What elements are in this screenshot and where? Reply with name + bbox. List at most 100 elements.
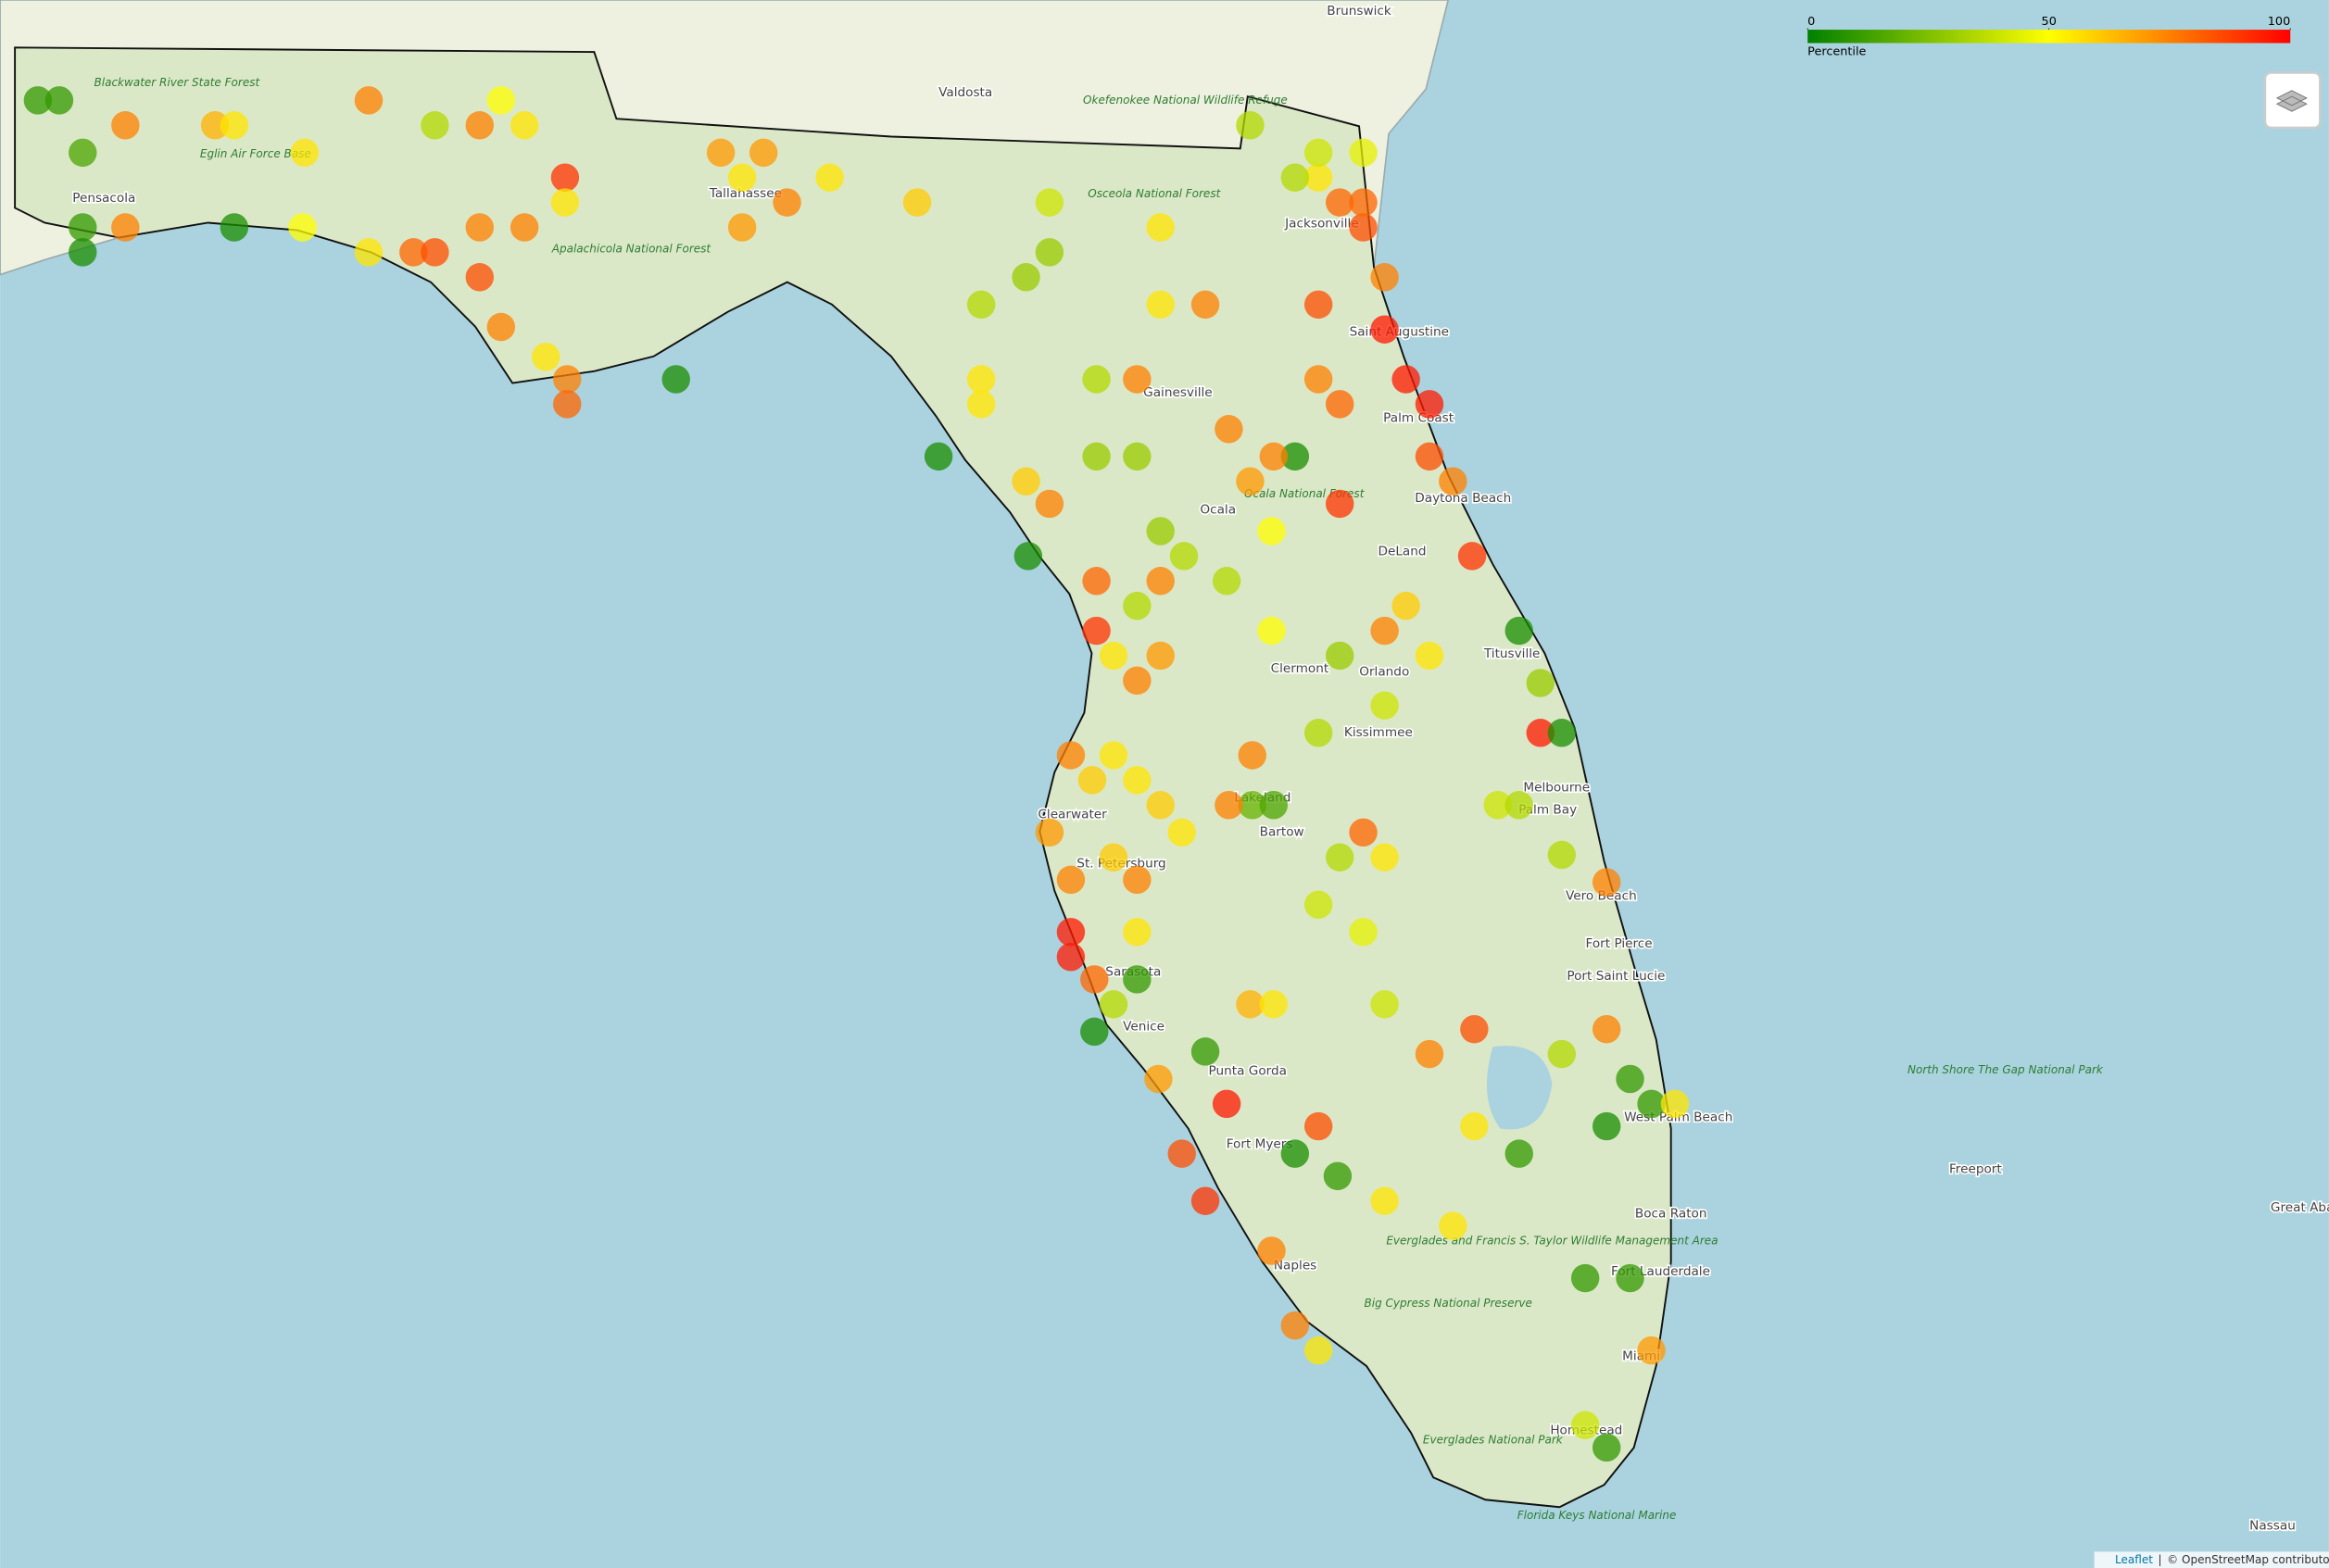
station [1123, 365, 1152, 394]
station [1391, 591, 1420, 621]
station [1144, 1064, 1173, 1094]
station [531, 343, 560, 371]
station [1370, 315, 1399, 344]
attribution: Leaflet | © OpenStreetMap contributors [2094, 1551, 2329, 1568]
park: Apalachicola National Forest [551, 243, 712, 256]
station [486, 312, 516, 342]
station [1592, 868, 1621, 897]
station [1146, 791, 1175, 820]
layers-icon [2275, 90, 2308, 112]
place: DeLand [1378, 545, 1426, 559]
place: Great Abaco [2271, 1200, 2329, 1215]
place: Boca Raton [1635, 1207, 1707, 1222]
station [1415, 641, 1444, 671]
station [1123, 965, 1152, 994]
station [1280, 1139, 1310, 1168]
station [220, 213, 249, 242]
station [1483, 791, 1512, 820]
legend: Percentile 0 50 100 [1807, 15, 2291, 58]
station [553, 365, 582, 394]
station [1323, 1161, 1353, 1191]
park: Everglades and Francis S. Taylor Wildlif… [1386, 1234, 1718, 1247]
place: Kissimmee [1344, 725, 1413, 740]
station [553, 390, 582, 419]
station [1123, 766, 1152, 795]
place: Daytona Beach [1415, 491, 1511, 506]
station [1099, 843, 1128, 872]
place: Pensacola [72, 191, 135, 206]
station [23, 86, 53, 115]
station [1035, 188, 1064, 217]
attribution-osm[interactable]: © OpenStreetMap contributors [2167, 1553, 2329, 1566]
station [1280, 442, 1310, 471]
station [1370, 691, 1399, 720]
station [1547, 840, 1577, 870]
place: Naples [1274, 1259, 1316, 1273]
station [1504, 616, 1533, 646]
station [1349, 918, 1378, 947]
station [1056, 918, 1086, 947]
station [1035, 489, 1064, 519]
station [1616, 1263, 1644, 1293]
station [1325, 641, 1354, 671]
place: Jacksonville [1284, 216, 1359, 231]
station [421, 111, 449, 140]
station [1012, 467, 1040, 495]
place: Fort Myers [1227, 1136, 1293, 1151]
legend-tick-label: 100 [2268, 15, 2290, 29]
attribution-bg [2094, 1551, 2329, 1568]
station [1167, 818, 1196, 847]
station [1660, 1089, 1690, 1119]
place: Clermont [1271, 661, 1329, 676]
station [924, 442, 953, 471]
station [1077, 766, 1107, 795]
place: Fort Pierce [1586, 936, 1653, 951]
station [1526, 719, 1555, 747]
station [1303, 719, 1333, 747]
lake-okeechobee [1486, 1046, 1553, 1130]
station [1146, 290, 1175, 320]
attribution-link[interactable]: Leaflet [2115, 1553, 2153, 1566]
place: Punta Gorda [1209, 1064, 1287, 1079]
station [1457, 542, 1487, 571]
station [1370, 843, 1399, 872]
station [1415, 1039, 1444, 1069]
park: Florida Keys National Marine [1517, 1509, 1677, 1522]
station [1547, 1039, 1577, 1069]
station [1370, 263, 1399, 292]
station [1146, 517, 1175, 546]
station [1190, 1037, 1220, 1066]
station [1370, 1186, 1399, 1215]
station [1190, 290, 1220, 320]
station [1123, 918, 1152, 947]
place: Saint Augustine [1350, 324, 1449, 339]
place: Gainesville [1143, 385, 1213, 400]
station [1123, 865, 1152, 895]
station [69, 238, 97, 267]
station [1592, 1014, 1621, 1044]
layers-control[interactable] [2263, 71, 2322, 130]
place: Melbourne [1523, 781, 1590, 796]
place: Vero Beach [1566, 889, 1637, 904]
station [550, 188, 580, 217]
station [1391, 365, 1420, 394]
station [69, 213, 97, 242]
station [661, 365, 690, 394]
station [69, 138, 97, 168]
station [399, 238, 428, 267]
station [1325, 843, 1354, 872]
place: Freeport [1949, 1162, 2002, 1177]
station [966, 390, 996, 419]
station [1504, 791, 1533, 820]
station [1460, 1014, 1489, 1044]
station [1080, 965, 1109, 994]
park: Eglin Air Force Base [200, 147, 311, 160]
station [288, 213, 317, 242]
station [1349, 213, 1378, 242]
station [966, 365, 996, 394]
stations [23, 86, 1690, 1462]
station [1303, 1111, 1333, 1141]
station [510, 111, 539, 140]
place: Venice [1123, 1020, 1164, 1035]
station [1415, 390, 1444, 419]
